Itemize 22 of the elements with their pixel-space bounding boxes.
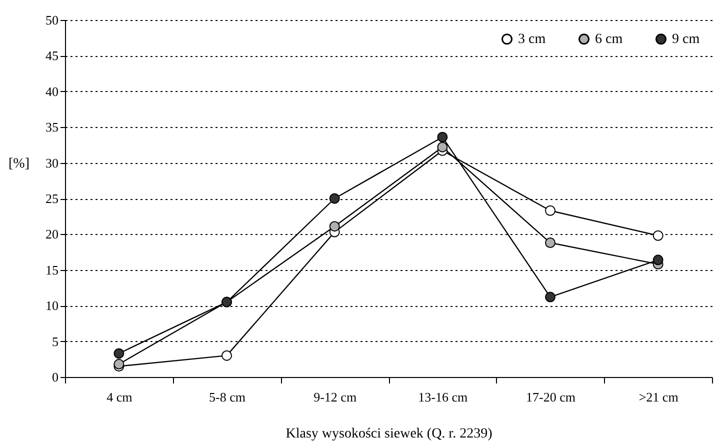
- y-tick-label: 30: [46, 155, 58, 170]
- y-tick-label: 5: [52, 334, 58, 349]
- x-axis-title: Klasy wysokości siewek (Q. r. 2239): [286, 426, 493, 442]
- y-tick-label: 50: [46, 12, 58, 28]
- x-tick-label: 5-8 cm: [209, 390, 246, 404]
- x-tick-label: 13-16 cm: [418, 390, 468, 404]
- y-tick-label: 15: [46, 262, 58, 278]
- y-tick-label: 40: [46, 84, 58, 99]
- y-tick-label: 35: [46, 120, 58, 135]
- x-tick-label: 9-12 cm: [314, 390, 357, 404]
- x-tick-label: 17-20 cm: [526, 390, 576, 404]
- legend-label: 3 cm: [518, 32, 546, 48]
- y-tick-label: 45: [46, 48, 58, 64]
- y-tick-label: 20: [46, 226, 58, 242]
- y-axis-title: [%]: [8, 156, 30, 172]
- legend-label: 6 cm: [595, 32, 623, 48]
- x-tick-label: 4 cm: [106, 390, 132, 404]
- y-tick-label: 0: [52, 370, 58, 384]
- y-tick-label: 10: [46, 298, 58, 314]
- x-tick-label: >21 cm: [638, 390, 678, 404]
- y-tick-label: 25: [46, 191, 58, 206]
- legend-label: 9 cm: [672, 32, 700, 48]
